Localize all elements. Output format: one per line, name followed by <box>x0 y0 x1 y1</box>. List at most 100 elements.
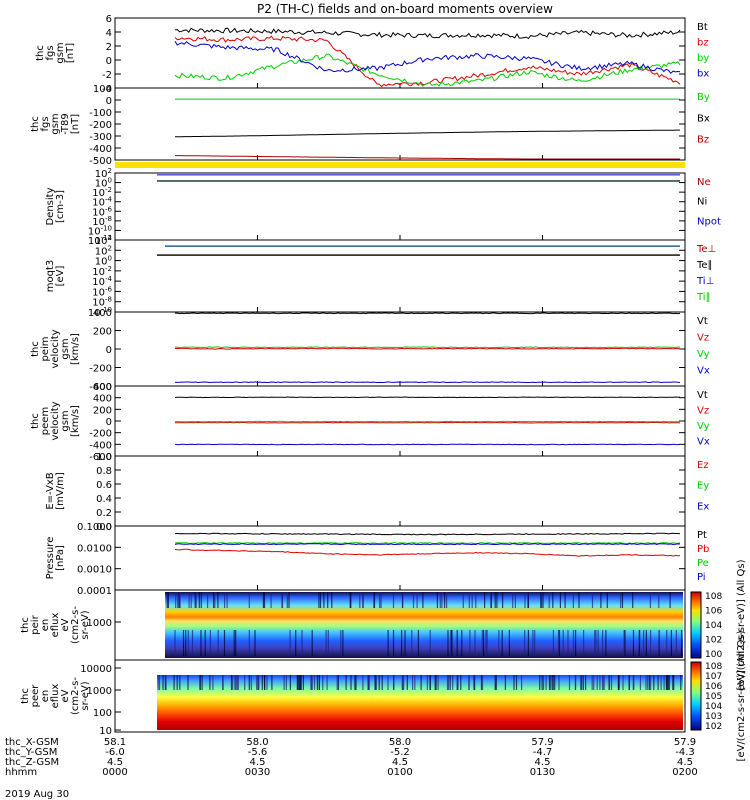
ylabel-line: [eV] <box>55 266 66 287</box>
noise-streak <box>558 630 561 656</box>
ytick-label: 1000 <box>87 686 112 697</box>
legend-Vx: Vx <box>697 437 710 448</box>
noise-streak <box>621 592 624 608</box>
noise-streak <box>591 592 594 608</box>
ylabel-line: gsm <box>55 42 66 63</box>
ytick-label: 0.0001 <box>77 586 112 597</box>
noise-streak <box>222 675 224 690</box>
noise-streak <box>447 630 449 656</box>
noise-streak <box>665 675 667 690</box>
noise-streak <box>496 592 498 608</box>
ephem-value: 4.5 <box>250 757 266 768</box>
panel-fgs: thc fgs gsm [nT] 6 4 2 0 -2 -4 Bt bz by bx <box>35 14 709 95</box>
ytick-label: 2 <box>106 42 112 53</box>
ephem-value: 0000 <box>102 767 127 778</box>
noise-streak <box>190 592 192 608</box>
noise-streak <box>392 592 395 608</box>
noise-streak <box>638 630 640 656</box>
noise-streak <box>248 592 250 608</box>
colorbar-tick: 106 <box>705 682 722 692</box>
ylabel-line: -T89 <box>60 113 71 135</box>
noise-streak <box>597 630 599 656</box>
noise-streak <box>266 675 268 690</box>
noise-streak <box>401 630 403 656</box>
noise-streak <box>473 675 475 690</box>
panel-frame <box>114 87 686 161</box>
noise-streak <box>434 675 436 690</box>
legend-Ne: Ne <box>697 177 711 188</box>
ephem-value: 4.5 <box>535 757 551 768</box>
ytick-label: -200 <box>89 364 112 375</box>
noise-streak <box>248 675 250 690</box>
noise-streak <box>558 675 560 690</box>
noise-streak <box>392 630 395 656</box>
panel-frame <box>114 455 686 527</box>
legend-Te∥: Te∥ <box>696 260 713 271</box>
noise-streak <box>373 592 376 608</box>
ylabel-line: [km/s] <box>70 333 81 365</box>
ephem-value: 58.0 <box>389 737 411 748</box>
noise-streak <box>412 675 414 690</box>
noise-streak <box>387 630 389 656</box>
noise-streak <box>375 675 377 690</box>
ylabel-line: en <box>40 690 51 703</box>
noise-streak <box>340 630 342 656</box>
noise-streak <box>378 675 380 690</box>
ephem-value: 58.1 <box>104 737 126 748</box>
noise-streak <box>548 592 550 608</box>
colorbar-tick: 103 <box>705 712 722 722</box>
noise-streak <box>325 630 327 656</box>
noise-streak <box>667 675 669 690</box>
noise-streak <box>449 675 451 690</box>
colorbar-tick: 100 <box>705 650 722 660</box>
noise-streak <box>429 630 431 656</box>
noise-streak <box>200 630 202 656</box>
noise-streak <box>250 675 252 690</box>
noise-streak <box>618 675 620 690</box>
legend-bx: bx <box>697 69 709 80</box>
noise-streak <box>461 630 463 656</box>
ephem-value: -4.3 <box>675 747 695 758</box>
ytick-label: 0.0 <box>96 522 112 533</box>
noise-streak <box>680 675 682 690</box>
noise-streak <box>620 592 622 608</box>
noise-streak <box>166 592 168 608</box>
noise-streak <box>660 675 662 690</box>
ylabel-line: thc <box>30 341 41 357</box>
noise-streak <box>600 592 602 608</box>
noise-streak <box>540 592 543 608</box>
series-Pt <box>174 532 681 536</box>
ytick-label: 1.0 <box>96 452 112 463</box>
ytick-label: 0.4 <box>96 494 112 505</box>
noise-streak <box>596 675 598 690</box>
ephem-value: -4.7 <box>533 747 553 758</box>
noise-streak <box>295 630 297 656</box>
noise-streak <box>437 675 439 690</box>
noise-streak <box>283 675 285 690</box>
noise-streak <box>485 630 487 656</box>
ytick-exponent: -4 <box>105 275 113 283</box>
noise-streak <box>381 675 383 690</box>
noise-streak <box>562 630 564 656</box>
ylabel-line: velocity <box>50 329 61 368</box>
noise-streak <box>542 675 545 690</box>
noise-streak <box>446 592 448 608</box>
noise-streak <box>311 675 313 690</box>
noise-streak <box>185 630 187 656</box>
noise-streak <box>527 630 529 656</box>
noise-streak <box>617 675 619 690</box>
ytick-label: 0.8 <box>96 466 112 477</box>
series-Vz <box>175 347 681 350</box>
noise-streak <box>214 592 216 608</box>
ephem-value: -5.2 <box>390 747 410 758</box>
noise-streak <box>550 675 552 690</box>
panel-temperature: moqt3 [eV]10410210010-210-410-610-810-10T… <box>45 234 716 319</box>
noise-streak <box>601 675 604 690</box>
series-Vx <box>174 381 681 384</box>
noise-streak <box>468 675 470 690</box>
ytick-label: -200 <box>89 429 112 440</box>
ylabel-line: peem <box>40 407 51 435</box>
ephemeris-table: thc_X-GSM 58.1 58.0 58.0 57.9 57.9 thc_Y-GSM -6… <box>5 737 698 778</box>
ylabel-line: thc <box>20 688 31 704</box>
noise-streak <box>224 592 226 608</box>
